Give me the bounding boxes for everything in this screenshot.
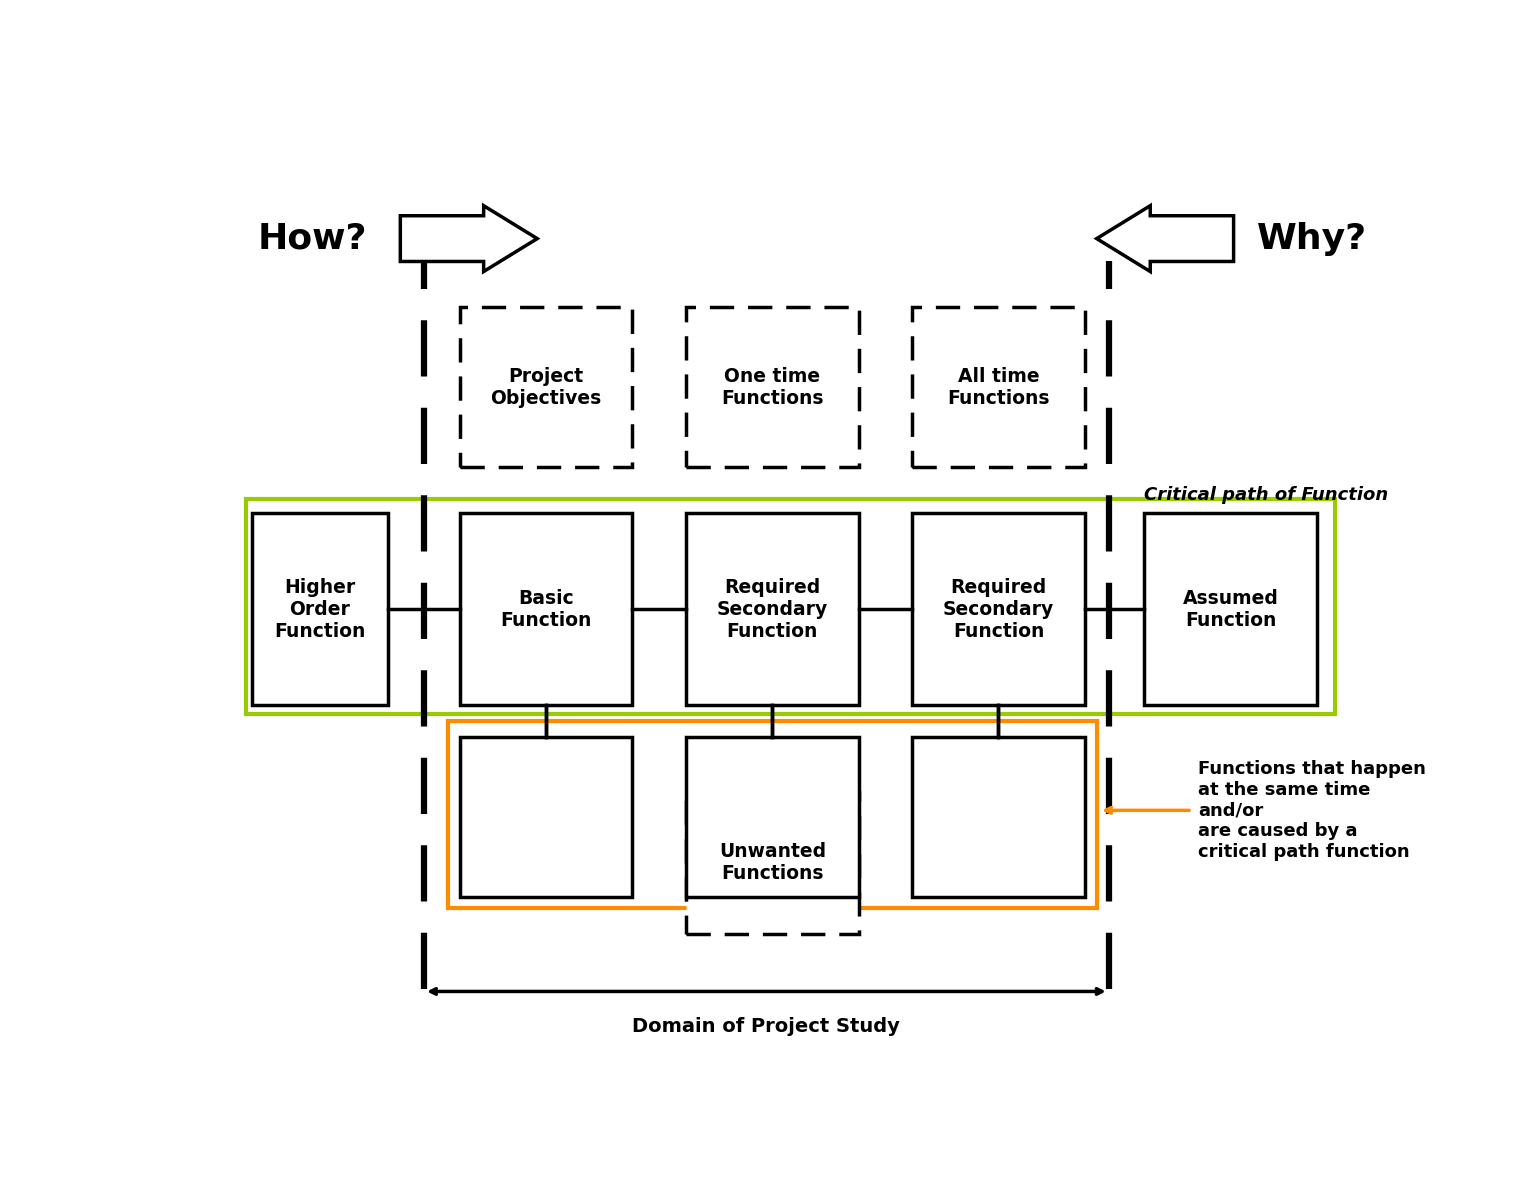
Text: Critical path of Function: Critical path of Function <box>1144 486 1389 504</box>
Text: Why?: Why? <box>1258 222 1367 255</box>
Bar <box>459 308 633 467</box>
Bar <box>449 721 1097 908</box>
Bar <box>687 737 859 897</box>
Text: Project
Objectives: Project Objectives <box>490 367 602 407</box>
Bar <box>1144 513 1316 706</box>
Bar <box>246 499 1335 714</box>
Text: How?: How? <box>258 222 367 255</box>
Text: Required
Secondary
Function: Required Secondary Function <box>717 577 828 640</box>
Bar <box>687 308 859 467</box>
Bar <box>912 513 1084 706</box>
FancyArrow shape <box>401 206 538 272</box>
Text: Basic
Function: Basic Function <box>501 588 591 630</box>
Text: Functions that happen
at the same time
and/or
are caused by a
critical path func: Functions that happen at the same time a… <box>1198 760 1425 861</box>
Text: Assumed
Function: Assumed Function <box>1183 588 1278 630</box>
Bar <box>687 792 859 934</box>
Bar <box>687 513 859 706</box>
Text: One time
Functions: One time Functions <box>720 367 823 407</box>
Bar <box>459 513 633 706</box>
Text: Required
Secondary
Function: Required Secondary Function <box>943 577 1054 640</box>
Text: All time
Functions: All time Functions <box>948 367 1049 407</box>
Bar <box>459 737 633 897</box>
Text: Higher
Order
Function: Higher Order Function <box>275 577 366 640</box>
Bar <box>912 737 1084 897</box>
FancyArrow shape <box>1097 206 1233 272</box>
Bar <box>252 513 389 706</box>
Text: Unwanted
Functions: Unwanted Functions <box>719 842 826 884</box>
Text: Domain of Project Study: Domain of Project Study <box>633 1017 900 1036</box>
Bar <box>912 308 1084 467</box>
